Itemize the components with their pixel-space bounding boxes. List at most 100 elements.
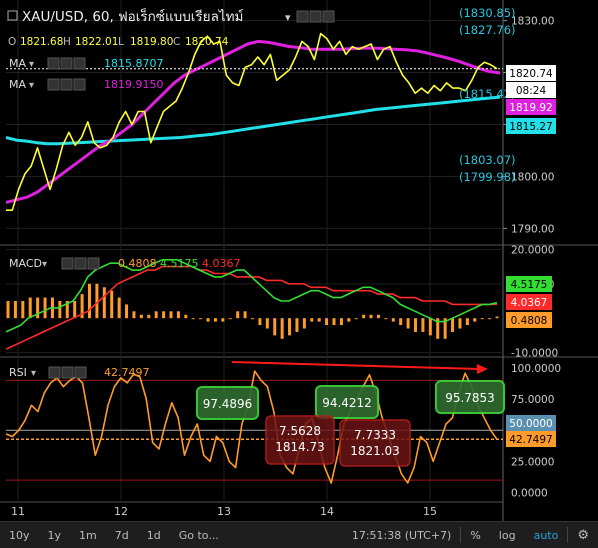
macd-histogram-bar bbox=[65, 301, 69, 319]
close-icon[interactable] bbox=[73, 57, 86, 70]
chevron-down-icon: ▾ bbox=[29, 80, 34, 91]
divider bbox=[460, 527, 462, 543]
clock: 17:51:38 (UTC+7) bbox=[351, 528, 452, 542]
macd-histogram-bar bbox=[176, 311, 180, 319]
macd-histogram-bar bbox=[339, 318, 343, 326]
percent-toggle[interactable]: % bbox=[470, 528, 481, 542]
rsi-tick-label: 25.0000 bbox=[511, 456, 554, 468]
macd-value: 0.4808 bbox=[118, 257, 157, 270]
macd-histogram-bar bbox=[325, 318, 329, 326]
pivot-label: (1830.85) bbox=[459, 6, 516, 20]
price-tag bbox=[506, 82, 556, 98]
rsi-high-callout bbox=[435, 380, 505, 414]
eye-icon[interactable] bbox=[47, 78, 60, 91]
ohlc-key: L bbox=[118, 36, 124, 48]
time-tick-label: 11 bbox=[11, 505, 25, 518]
gear-icon[interactable] bbox=[60, 57, 73, 70]
chevron-down-icon: ▾ bbox=[42, 259, 47, 270]
eye-icon[interactable] bbox=[48, 366, 61, 379]
rsi-label: RSI bbox=[9, 366, 27, 379]
rsi-high-callout-label: 95.7853 bbox=[445, 391, 495, 405]
macd-tag-label: 4.5175 bbox=[511, 279, 548, 291]
macd-tag-label: 4.0367 bbox=[511, 297, 548, 309]
eye-icon[interactable] bbox=[61, 257, 74, 270]
macd-histogram-bar bbox=[376, 314, 380, 319]
rsi-tag-label: 42.7497 bbox=[509, 434, 552, 446]
gear-icon[interactable] bbox=[60, 78, 73, 91]
close-icon[interactable] bbox=[322, 10, 335, 23]
auto-toggle[interactable]: auto bbox=[533, 528, 559, 542]
macd-histogram-bar bbox=[191, 318, 195, 320]
macd-histogram-bar bbox=[265, 318, 269, 329]
rsi-tick-label: 100.0000 bbox=[511, 363, 561, 375]
pivot-label: (1799.98) bbox=[459, 170, 516, 184]
close-icon[interactable] bbox=[87, 257, 100, 270]
macd-histogram-bar bbox=[443, 318, 447, 339]
macd-histogram-bar bbox=[199, 318, 203, 320]
goto-button[interactable]: Go to... bbox=[178, 528, 219, 542]
macd-histogram-bar bbox=[310, 318, 314, 322]
time-tick-label: 12 bbox=[114, 505, 128, 518]
gear-icon[interactable] bbox=[61, 366, 74, 379]
log-toggle[interactable]: log bbox=[498, 528, 516, 542]
macd-tag bbox=[506, 312, 552, 328]
bottom-toolbar: 10y 1y 1m 7d 1d Go to... 17:51:38 (UTC+7… bbox=[0, 521, 598, 548]
macd-histogram-bar bbox=[13, 301, 17, 319]
macd-histogram-bar bbox=[406, 318, 410, 329]
ohlc-value: 1819.80 bbox=[130, 36, 173, 48]
range-1d[interactable]: 1d bbox=[146, 528, 161, 542]
price-line bbox=[6, 32, 498, 211]
divergence-arrow-line bbox=[231, 361, 481, 370]
close-icon[interactable] bbox=[73, 78, 86, 91]
ohlc-value: 1821.68 bbox=[20, 36, 63, 48]
macd-histogram-bar bbox=[21, 301, 25, 319]
collapse-icon bbox=[7, 10, 18, 21]
macd-histogram-bar bbox=[95, 283, 99, 319]
price-tag bbox=[506, 118, 556, 134]
range-7d[interactable]: 7d bbox=[114, 528, 129, 542]
ma-label: MA bbox=[9, 78, 26, 91]
pivot-label: (1815.42) bbox=[459, 87, 516, 101]
gear-icon[interactable] bbox=[74, 257, 87, 270]
divergence-arrow-head bbox=[477, 364, 488, 374]
macd-histogram-bar bbox=[213, 318, 217, 322]
macd-histogram-bar bbox=[480, 318, 484, 320]
price-tick-label: 1830.00 bbox=[511, 16, 554, 28]
eye-icon[interactable] bbox=[47, 57, 60, 70]
ma-slow-line bbox=[5, 95, 501, 146]
chart-canvas[interactable]: 1830.001820.001810.001800.001790.00(1830… bbox=[0, 0, 598, 521]
close-icon[interactable] bbox=[74, 366, 87, 379]
eye-icon[interactable] bbox=[296, 10, 309, 23]
macd-histogram-bar bbox=[347, 318, 351, 322]
macd-histogram-bar bbox=[369, 314, 373, 319]
macd-histogram-bar bbox=[58, 301, 62, 319]
macd-histogram-bar bbox=[243, 311, 247, 319]
macd-tag-label: 0.4808 bbox=[511, 315, 548, 327]
range-10y[interactable]: 10y bbox=[9, 528, 30, 542]
macd-histogram-bar bbox=[273, 318, 277, 336]
rsi-value: 42.7497 bbox=[104, 366, 150, 379]
macd-histogram-bar bbox=[451, 318, 455, 332]
time-tick-label: 14 bbox=[320, 505, 334, 518]
ohlc-key: C bbox=[173, 36, 180, 48]
macd-histogram-bar bbox=[221, 318, 225, 322]
macd-histogram-bar bbox=[73, 301, 77, 319]
range-1m[interactable]: 1m bbox=[79, 528, 97, 542]
price-tag-label: 1815.27 bbox=[509, 121, 552, 133]
chevron-down-icon: ▾ bbox=[31, 368, 36, 379]
macd-histogram-bar bbox=[399, 318, 403, 326]
macd-label: MACD bbox=[9, 257, 42, 270]
range-1y[interactable]: 1y bbox=[47, 528, 62, 542]
macd-histogram-bar bbox=[88, 283, 91, 319]
rsi-low-callout bbox=[339, 419, 411, 467]
price-tick-label: 1800.00 bbox=[511, 171, 554, 183]
ma-fast-line bbox=[5, 39, 501, 204]
price-tag-label: 1819.92 bbox=[509, 102, 552, 114]
gear-icon[interactable]: ⚙ bbox=[577, 527, 589, 543]
macd-histogram-bar bbox=[251, 318, 254, 320]
time-tick-label: 13 bbox=[217, 505, 231, 518]
gear-icon[interactable] bbox=[309, 10, 322, 23]
price-tag-label: 08:24 bbox=[516, 85, 547, 97]
macd-histogram-bar bbox=[414, 318, 417, 332]
ohlc-key: H bbox=[63, 36, 71, 48]
